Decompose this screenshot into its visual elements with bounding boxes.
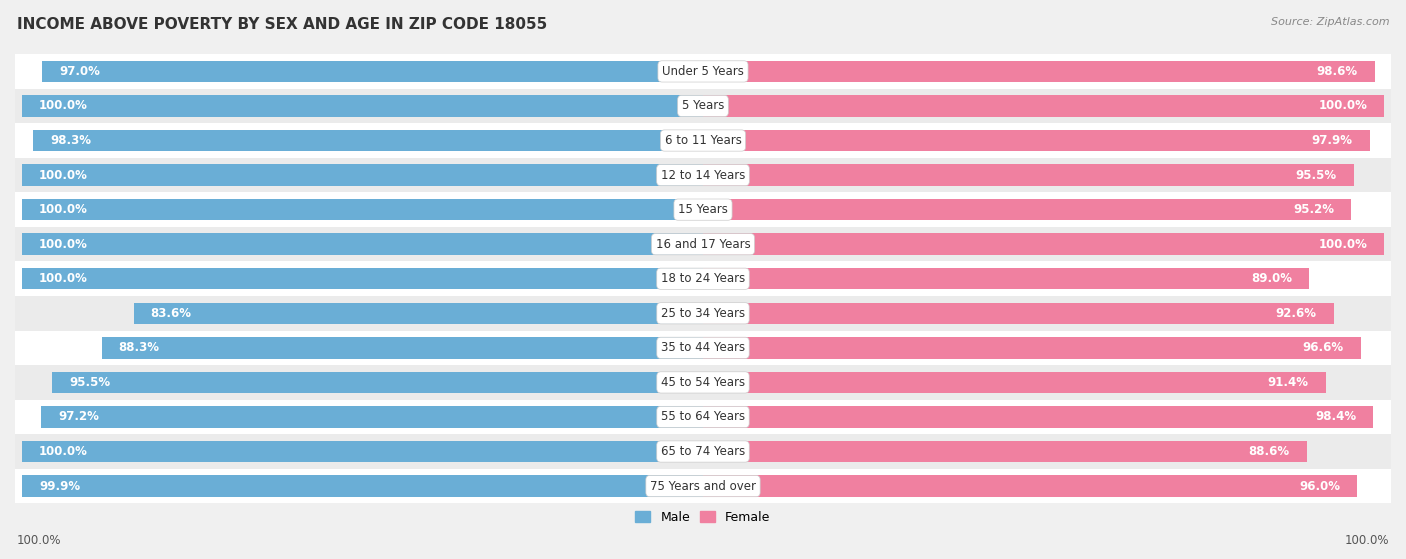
Bar [41, 406, 703, 428]
Bar [15, 158, 1391, 192]
Bar [703, 199, 1351, 220]
Bar [42, 61, 703, 82]
Bar [703, 372, 1326, 393]
Text: 88.3%: 88.3% [118, 342, 159, 354]
Text: 89.0%: 89.0% [1251, 272, 1292, 285]
Bar [101, 337, 703, 358]
Bar [703, 406, 1374, 428]
Bar [22, 234, 703, 255]
Text: 18 to 24 Years: 18 to 24 Years [661, 272, 745, 285]
Text: INCOME ABOVE POVERTY BY SEX AND AGE IN ZIP CODE 18055: INCOME ABOVE POVERTY BY SEX AND AGE IN Z… [17, 17, 547, 32]
Text: 91.4%: 91.4% [1268, 376, 1309, 389]
Text: 25 to 34 Years: 25 to 34 Years [661, 307, 745, 320]
Text: 83.6%: 83.6% [150, 307, 191, 320]
Bar [15, 54, 1391, 89]
Text: 100.0%: 100.0% [17, 534, 62, 547]
Bar [34, 130, 703, 151]
Text: 100.0%: 100.0% [39, 100, 87, 112]
Bar [22, 164, 703, 186]
Text: 12 to 14 Years: 12 to 14 Years [661, 169, 745, 182]
Bar [703, 441, 1306, 462]
Text: 45 to 54 Years: 45 to 54 Years [661, 376, 745, 389]
Bar [703, 61, 1375, 82]
Text: 98.6%: 98.6% [1316, 65, 1358, 78]
Text: 100.0%: 100.0% [39, 445, 87, 458]
Bar [703, 302, 1334, 324]
Text: 100.0%: 100.0% [39, 203, 87, 216]
Text: 75 Years and over: 75 Years and over [650, 480, 756, 492]
Bar [15, 227, 1391, 262]
Bar [703, 95, 1384, 117]
Text: Source: ZipAtlas.com: Source: ZipAtlas.com [1271, 17, 1389, 27]
Bar [15, 434, 1391, 469]
Text: 100.0%: 100.0% [1319, 100, 1367, 112]
Text: 5 Years: 5 Years [682, 100, 724, 112]
Bar [15, 330, 1391, 365]
Bar [703, 234, 1384, 255]
Bar [703, 475, 1357, 497]
Bar [15, 400, 1391, 434]
Bar [15, 192, 1391, 227]
Legend: Male, Female: Male, Female [630, 505, 776, 529]
Bar [15, 89, 1391, 123]
Text: 97.9%: 97.9% [1312, 134, 1353, 147]
Bar [703, 130, 1369, 151]
Bar [703, 268, 1309, 290]
Bar [15, 123, 1391, 158]
Text: 100.0%: 100.0% [39, 238, 87, 250]
Text: 96.0%: 96.0% [1299, 480, 1340, 492]
Bar [134, 302, 703, 324]
Bar [22, 268, 703, 290]
Bar [15, 296, 1391, 330]
Text: 55 to 64 Years: 55 to 64 Years [661, 410, 745, 424]
Text: 95.5%: 95.5% [69, 376, 111, 389]
Text: 15 Years: 15 Years [678, 203, 728, 216]
Text: Under 5 Years: Under 5 Years [662, 65, 744, 78]
Text: 99.9%: 99.9% [39, 480, 80, 492]
Bar [703, 337, 1361, 358]
Text: 35 to 44 Years: 35 to 44 Years [661, 342, 745, 354]
Text: 100.0%: 100.0% [1344, 534, 1389, 547]
Text: 88.6%: 88.6% [1249, 445, 1289, 458]
Bar [52, 372, 703, 393]
Text: 6 to 11 Years: 6 to 11 Years [665, 134, 741, 147]
Text: 98.4%: 98.4% [1315, 410, 1357, 424]
Text: 95.5%: 95.5% [1295, 169, 1337, 182]
Bar [22, 475, 703, 497]
Text: 96.6%: 96.6% [1303, 342, 1344, 354]
Bar [15, 262, 1391, 296]
Bar [22, 199, 703, 220]
Text: 95.2%: 95.2% [1294, 203, 1334, 216]
Bar [15, 469, 1391, 503]
Text: 98.3%: 98.3% [51, 134, 91, 147]
Text: 65 to 74 Years: 65 to 74 Years [661, 445, 745, 458]
Bar [15, 365, 1391, 400]
Text: 97.0%: 97.0% [59, 65, 100, 78]
Text: 16 and 17 Years: 16 and 17 Years [655, 238, 751, 250]
Text: 92.6%: 92.6% [1275, 307, 1317, 320]
Text: 100.0%: 100.0% [39, 169, 87, 182]
Bar [703, 164, 1354, 186]
Text: 97.2%: 97.2% [58, 410, 98, 424]
Text: 100.0%: 100.0% [39, 272, 87, 285]
Text: 100.0%: 100.0% [1319, 238, 1367, 250]
Bar [22, 95, 703, 117]
Bar [22, 441, 703, 462]
